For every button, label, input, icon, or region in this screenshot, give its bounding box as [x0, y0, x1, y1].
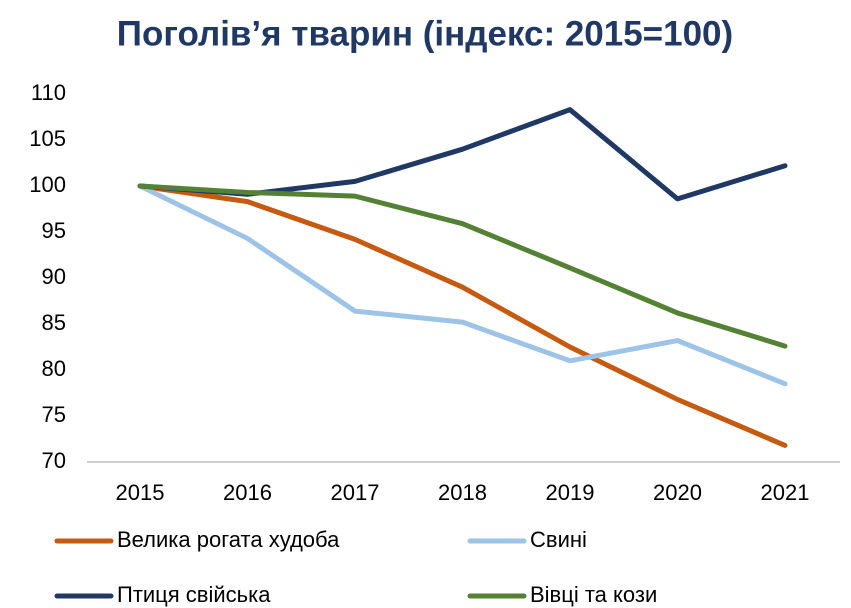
- y-tick-label: 85: [42, 310, 66, 335]
- y-tick-label: 80: [42, 356, 66, 381]
- legend-label: Птиця свійська: [117, 582, 271, 607]
- x-tick-label: 2019: [546, 480, 595, 505]
- x-tick-label: 2016: [223, 480, 272, 505]
- chart-title: Поголів’я тварин (індекс: 2015=100): [117, 14, 733, 53]
- x-tick-label: 2015: [116, 480, 165, 505]
- series-line: [137, 183, 788, 349]
- x-tick-label: 2017: [331, 480, 380, 505]
- y-tick-label: 105: [29, 126, 66, 151]
- series-line: [137, 183, 788, 448]
- y-tick-label: 95: [42, 218, 66, 243]
- x-tick-label: 2020: [653, 480, 702, 505]
- series-line: [137, 183, 788, 387]
- y-tick-label: 70: [42, 448, 66, 473]
- legend-label: Вівці та кози: [530, 582, 657, 607]
- legend-label: Велика рогата худоба: [117, 527, 340, 552]
- y-tick-label: 75: [42, 402, 66, 427]
- series-line: [137, 107, 788, 202]
- y-tick-label: 100: [29, 172, 66, 197]
- y-tick-label: 110: [31, 80, 66, 105]
- x-tick-label: 2021: [761, 480, 810, 505]
- legend-label: Свині: [530, 527, 587, 552]
- y-tick-label: 90: [42, 264, 66, 289]
- x-tick-label: 2018: [438, 480, 487, 505]
